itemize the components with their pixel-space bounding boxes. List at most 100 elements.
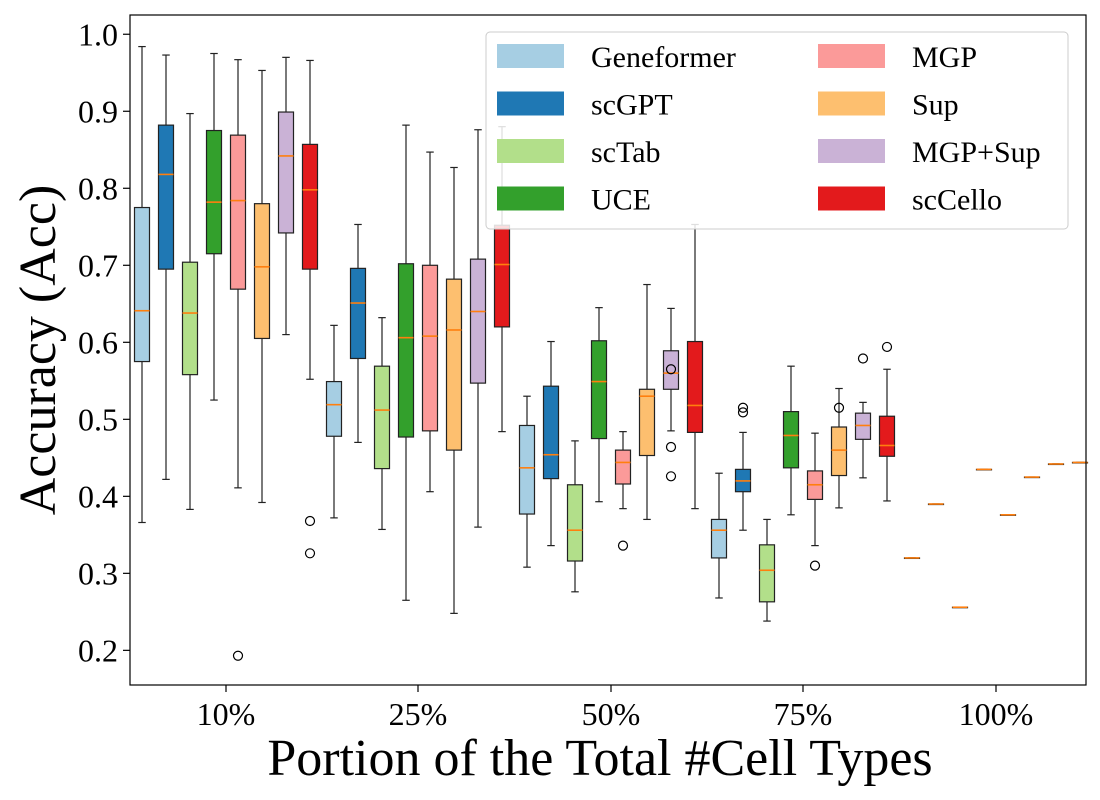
plot-marks <box>133 45 1089 661</box>
iqr-box <box>830 426 848 477</box>
legend-label: UCE <box>591 184 651 217</box>
series-mgp <box>229 59 1017 661</box>
iqr-box <box>782 411 800 469</box>
box <box>782 365 800 516</box>
iqr-box <box>277 111 295 234</box>
legend-label: scCello <box>912 184 1002 217</box>
iqr-box <box>493 224 511 328</box>
series-scgpt <box>157 54 945 547</box>
iqr-box <box>205 129 223 255</box>
legend-swatch <box>818 139 885 163</box>
x-tick-label: 25% <box>389 696 448 732</box>
box <box>830 387 848 509</box>
series-sup <box>253 69 1041 614</box>
series-uce <box>205 52 993 601</box>
iqr-box <box>397 263 415 438</box>
box <box>253 69 271 504</box>
box <box>903 557 921 560</box>
box <box>1023 476 1041 479</box>
iqr-box <box>469 258 487 384</box>
plot-frame <box>129 14 1087 686</box>
outlier-point <box>617 540 629 551</box>
y-tick-label: 0.2 <box>78 632 118 668</box>
box <box>710 472 728 599</box>
iqr-box <box>373 365 391 470</box>
box <box>878 341 896 502</box>
outlier-point <box>737 407 749 418</box>
x-tick-label: 50% <box>582 696 641 732</box>
box <box>590 307 608 503</box>
iqr-box <box>878 415 896 457</box>
box <box>133 45 151 524</box>
legend-swatch <box>497 91 564 116</box>
series-sccello <box>301 59 1089 559</box>
box <box>181 112 199 511</box>
iqr-box <box>325 380 343 437</box>
box <box>975 468 993 471</box>
box <box>638 283 656 521</box>
y-tick-label: 0.5 <box>78 401 118 437</box>
outlier-point <box>665 471 677 482</box>
iqr-box <box>758 544 776 603</box>
outlier-point <box>833 402 845 413</box>
box <box>806 432 824 571</box>
box <box>686 223 704 510</box>
x-tick-label: 100% <box>959 696 1034 732</box>
legend-label: MGP <box>912 41 977 74</box>
box <box>397 124 415 601</box>
outlier-point <box>665 441 677 453</box>
iqr-box <box>181 261 199 376</box>
iqr-box <box>229 134 247 290</box>
outlier-point <box>665 364 677 375</box>
y-axis-title: Accuracy (Acc) <box>10 185 67 516</box>
box <box>301 59 319 559</box>
iqr-box <box>301 143 319 270</box>
box <box>205 52 223 401</box>
y-tick-label: 1.0 <box>78 16 118 52</box>
legend: Geneformer scGPT scTab UCE MGP Sup MGP+Sup scCe… <box>485 31 1069 230</box>
box <box>542 340 560 547</box>
outlier-point <box>737 402 749 413</box>
x-tick-label: 75% <box>774 696 833 732</box>
y-tick-label: 0.9 <box>78 93 118 129</box>
x-axis-title: Portion of the Total #Cell Types <box>267 730 932 787</box>
y-tick-label: 0.4 <box>78 478 118 514</box>
box <box>566 440 584 593</box>
outlier-point <box>304 548 316 559</box>
box <box>662 307 680 482</box>
iqr-box <box>349 267 367 360</box>
iqr-box <box>542 385 560 480</box>
box <box>229 59 247 661</box>
box <box>1047 463 1065 466</box>
series-mgp-sup <box>277 56 1065 528</box>
legend-label: Sup <box>912 89 959 122</box>
box <box>758 518 776 622</box>
iqr-box <box>662 350 680 390</box>
iqr-box <box>710 518 728 559</box>
x-tick-label: 10% <box>197 696 256 732</box>
outlier-point <box>881 341 893 353</box>
box <box>325 324 343 519</box>
y-tick-label: 0.3 <box>78 555 118 591</box>
iqr-box <box>157 124 175 270</box>
box <box>1071 461 1089 464</box>
outlier-point <box>857 353 869 364</box>
y-tick-label: 0.7 <box>78 247 118 283</box>
iqr-box <box>614 449 632 485</box>
iqr-box <box>638 388 656 457</box>
outlier-point <box>232 650 244 661</box>
box <box>999 514 1017 516</box>
box <box>349 223 367 444</box>
iqr-box <box>421 264 439 432</box>
legend-swatch <box>497 186 564 211</box>
legend-swatch <box>818 91 885 116</box>
series-geneformer <box>133 45 921 599</box>
box <box>518 395 536 568</box>
x-axis: 10% 25% 50% 75% 100% <box>197 685 1034 732</box>
legend-swatch <box>818 44 885 68</box>
outlier-point <box>809 560 821 571</box>
iqr-box <box>590 340 608 440</box>
legend-swatch <box>818 186 885 211</box>
box <box>421 151 439 493</box>
